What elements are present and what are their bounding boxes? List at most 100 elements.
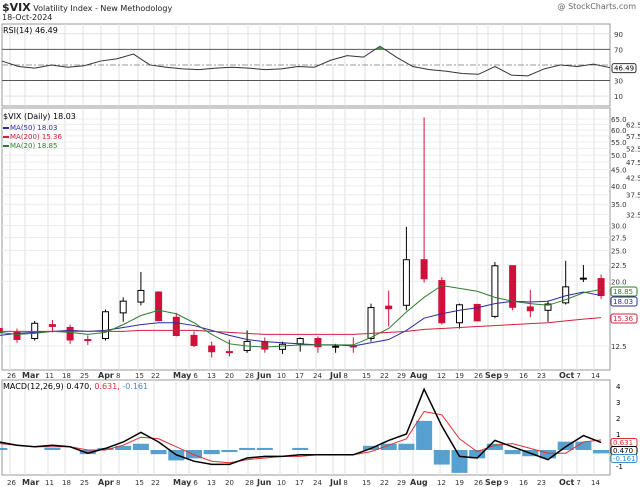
rsi-tick: 90 <box>614 31 623 39</box>
candle-body <box>0 327 3 334</box>
ma-value-box <box>610 286 638 297</box>
x-tick: 12 <box>437 372 446 380</box>
candle-body <box>509 265 517 308</box>
x-tick: 20 <box>225 479 234 487</box>
price-tick: 40.0 <box>611 183 627 191</box>
x-tick: 13 <box>207 372 216 380</box>
candle-body <box>190 334 198 346</box>
x-tick: 22 <box>151 479 160 487</box>
ma-legend: MA(20) 18.85 <box>10 142 57 150</box>
price-tick: 57.5 <box>626 133 640 141</box>
x-tick: 18 <box>62 372 71 380</box>
ma-legend-swatch <box>3 127 9 129</box>
x-tick: 15 <box>362 479 371 487</box>
x-tick: May <box>173 478 192 487</box>
ma-value: 18.03 <box>613 298 633 306</box>
price-tick: 12.5 <box>611 343 627 351</box>
x-tick: 26 <box>7 479 16 487</box>
x-tick: 16 <box>519 479 528 487</box>
macd-histogram-bar <box>239 447 256 450</box>
rsi-line <box>1 45 611 77</box>
rsi-tick: 30 <box>614 78 623 86</box>
ma-value-box <box>610 296 638 307</box>
x-tick: 23 <box>537 372 546 380</box>
x-tick: 20 <box>225 372 234 380</box>
candle-body <box>438 280 446 324</box>
panel-frame <box>1 379 611 476</box>
x-tick: Oct <box>559 371 575 380</box>
macd-tick: 1 <box>616 431 620 439</box>
ma-value-box <box>610 313 638 324</box>
price-legend: $VIX (Daily) 18.03 <box>3 112 76 121</box>
x-tick: 22 <box>151 372 160 380</box>
macd-histogram-bar <box>469 450 486 459</box>
x-tick: 6 <box>193 372 198 380</box>
candle-body <box>208 345 216 353</box>
macd-histogram-bar <box>150 450 167 455</box>
ma-value: 18.85 <box>613 288 633 296</box>
price-tick: 52.5 <box>626 145 640 153</box>
x-tick: 9 <box>504 372 508 380</box>
ma-legend: MA(200) 15.36 <box>10 133 62 141</box>
x-tick: 10 <box>277 372 286 380</box>
price-tick: 30.0 <box>611 222 627 230</box>
ma-legend-swatch <box>3 136 9 138</box>
ma-legend-swatch <box>3 145 9 147</box>
candle-body <box>579 277 587 280</box>
ma-line <box>0 291 602 347</box>
x-tick: 19 <box>455 372 464 380</box>
x-tick: 18 <box>62 479 71 487</box>
candle-body <box>225 351 233 354</box>
price-tick: 42.5 <box>626 175 640 183</box>
candle-body <box>456 304 463 324</box>
x-tick: 25 <box>80 479 89 487</box>
macd-tick: 2 <box>616 415 620 423</box>
candle-body <box>13 331 21 340</box>
macd-tick: 3 <box>616 399 620 407</box>
x-tick: 29 <box>397 372 406 380</box>
macd-tick: 4 <box>616 383 621 391</box>
x-tick: 8 <box>116 372 120 380</box>
rsi-value-box <box>611 63 637 74</box>
x-tick: 11 <box>45 372 54 380</box>
x-tick: 14 <box>591 479 600 487</box>
x-tick: 15 <box>362 372 371 380</box>
candle-body <box>48 324 56 327</box>
candle-body <box>473 303 481 322</box>
macd-histogram-bar <box>451 450 468 473</box>
price-tick: 47.5 <box>626 159 640 167</box>
x-tick: Sep <box>485 371 502 380</box>
ma-line <box>0 317 602 335</box>
macd-histogram-bar <box>593 450 610 454</box>
macd-histogram-bar <box>132 443 149 450</box>
macd-histogram-bar <box>0 447 8 450</box>
x-tick: Jul <box>329 478 342 487</box>
ma-line <box>0 284 602 348</box>
price-tick: 25.0 <box>611 248 627 256</box>
rsi-overbought-fill <box>375 46 384 50</box>
candle-body <box>155 291 163 322</box>
x-tick: 26 <box>7 372 16 380</box>
macd-value: 0.631 <box>613 439 633 447</box>
candle-body <box>314 337 322 348</box>
x-tick: 22 <box>380 372 389 380</box>
candle-body <box>332 345 340 348</box>
x-tick: 15 <box>135 372 144 380</box>
x-tick: 16 <box>519 372 528 380</box>
x-tick: 15 <box>135 479 144 487</box>
x-tick: 28 <box>245 372 254 380</box>
x-tick: Jun <box>256 371 272 380</box>
macd-histogram-bar <box>292 447 309 450</box>
candle-body <box>526 306 534 312</box>
candle-body <box>544 303 552 311</box>
price-tick: 62.5 <box>626 121 640 129</box>
macd-histogram-bar <box>256 447 273 450</box>
x-tick: 12 <box>437 479 446 487</box>
candle-body <box>66 326 74 341</box>
x-tick: 19 <box>455 479 464 487</box>
price-tick: 27.5 <box>611 234 627 242</box>
macd-tick: -1 <box>616 463 623 471</box>
candle-body <box>385 305 393 310</box>
